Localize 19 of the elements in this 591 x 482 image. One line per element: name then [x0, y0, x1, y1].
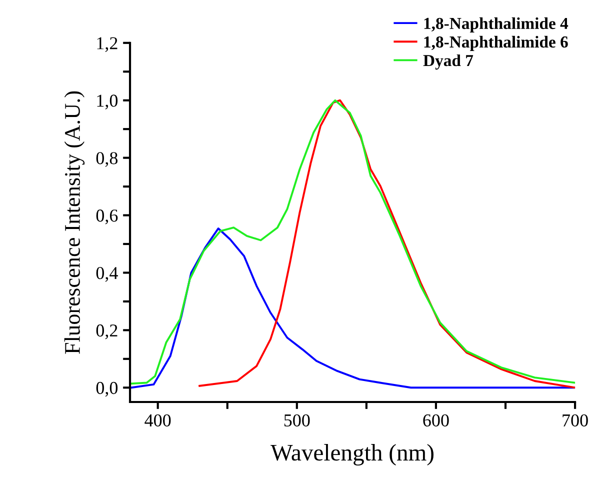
- legend-label: Dyad 7: [423, 54, 474, 70]
- y-tick-label: 0,6: [96, 210, 118, 224]
- line-series: [198, 99, 576, 389]
- y-tick-label: 0,2: [96, 324, 118, 340]
- legend-label: 1,8-Naphthalimide 6: [424, 36, 568, 52]
- y-tick-label: 1,0: [97, 94, 118, 110]
- y-axis-title: Fluorescence Intensity (A.U.): [64, 91, 85, 354]
- y-tick-label: 1,2: [97, 37, 118, 52]
- x-tick-label: 400: [144, 414, 171, 426]
- x-tick-label: 600: [423, 414, 449, 426]
- x-axis-title: Wavelength (nm): [270, 444, 434, 466]
- line-series: [130, 228, 576, 389]
- y-tick-label: 0,0: [96, 382, 118, 397]
- x-tick-label: 500: [284, 414, 310, 426]
- legend-label: 1,8-Naphthalimide 4: [424, 17, 568, 32]
- y-tick-label: 0,8: [96, 152, 118, 167]
- x-tick-label: 700: [562, 414, 588, 426]
- y-tick-label: 0,4: [96, 266, 118, 282]
- line-series: [130, 99, 576, 385]
